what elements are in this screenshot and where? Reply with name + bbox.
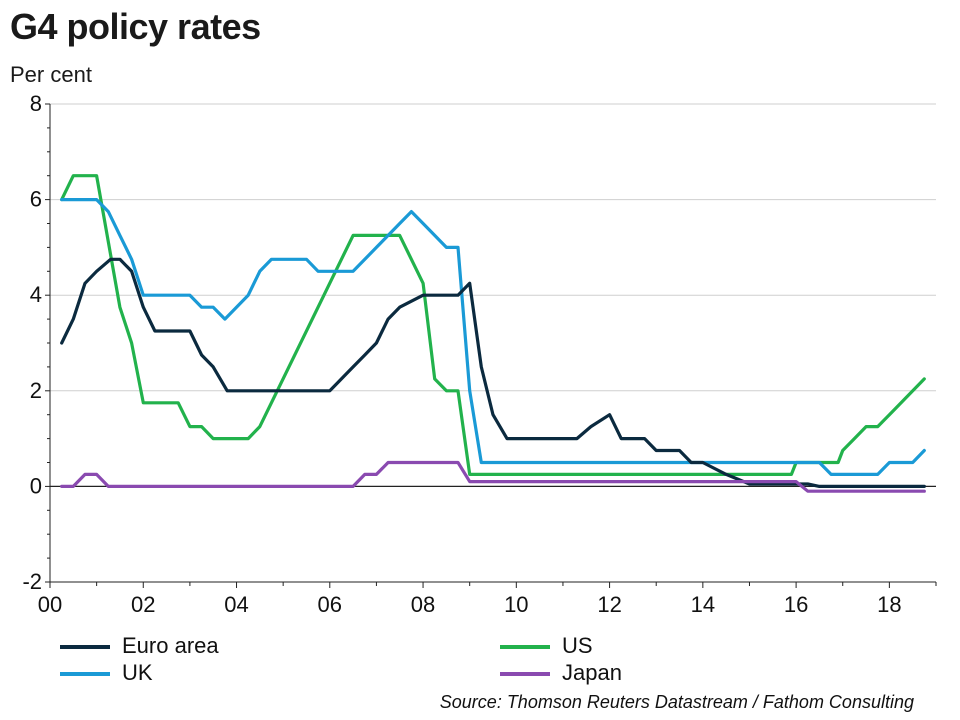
x-tick-label-04: 04 bbox=[224, 592, 248, 617]
gridlines bbox=[50, 103, 936, 583]
legend-label-us: US bbox=[562, 633, 593, 658]
series-line-us bbox=[60, 174, 926, 476]
y-tick-label-0: 0 bbox=[30, 473, 42, 498]
x-tick-label-02: 02 bbox=[131, 592, 155, 617]
series-line-uk bbox=[60, 198, 926, 476]
legend-label-uk: UK bbox=[122, 660, 153, 685]
x-tick-label-18: 18 bbox=[877, 592, 901, 617]
y-tick-label--2: -2 bbox=[22, 569, 42, 594]
x-tick-label-06: 06 bbox=[318, 592, 342, 617]
y-tick-label-8: 8 bbox=[30, 91, 42, 116]
legend-swatch-japan bbox=[500, 672, 550, 676]
axes bbox=[45, 103, 937, 588]
legend-label-japan: Japan bbox=[562, 660, 622, 685]
y-tick-label-2: 2 bbox=[30, 378, 42, 403]
x-tick-label-08: 08 bbox=[411, 592, 435, 617]
legend-label-euro-area: Euro area bbox=[122, 633, 219, 658]
series-line-euro-area bbox=[60, 257, 926, 488]
chart-title: G4 policy rates bbox=[10, 6, 261, 47]
source-note: Source: Thomson Reuters Datastream / Fat… bbox=[439, 692, 914, 712]
x-tick-label-00: 00 bbox=[38, 592, 62, 617]
y-tick-label-4: 4 bbox=[30, 282, 42, 307]
legend-swatch-us bbox=[500, 645, 550, 649]
series-lines bbox=[60, 174, 926, 493]
x-tick-label-16: 16 bbox=[784, 592, 808, 617]
x-tick-label-10: 10 bbox=[504, 592, 528, 617]
series-line-japan bbox=[60, 460, 926, 493]
legend-swatch-euro-area bbox=[60, 645, 110, 649]
x-tick-label-14: 14 bbox=[691, 592, 715, 617]
y-axis-unit-label: Per cent bbox=[10, 62, 92, 87]
y-tick-label-6: 6 bbox=[30, 187, 42, 212]
legend-swatch-uk bbox=[60, 672, 110, 676]
x-tick-label-12: 12 bbox=[597, 592, 621, 617]
